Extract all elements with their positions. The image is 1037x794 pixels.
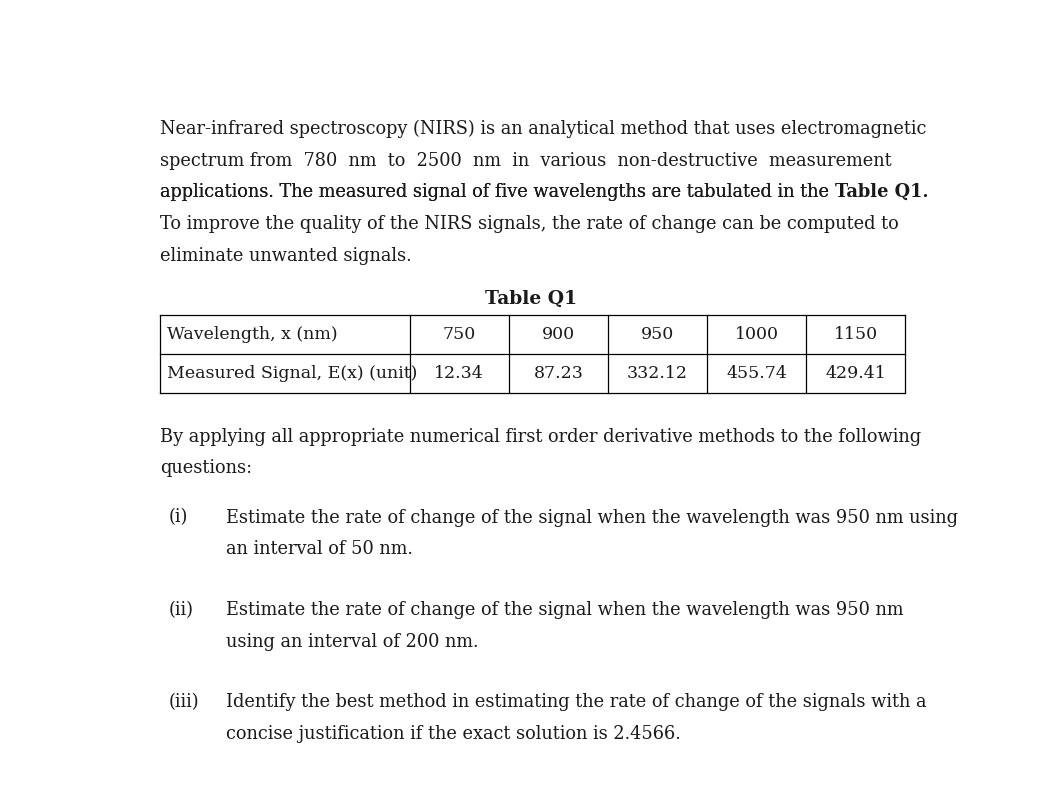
Text: 950: 950	[641, 326, 674, 343]
Text: 455.74: 455.74	[726, 364, 787, 382]
Text: Measured Signal, E(x) (unit): Measured Signal, E(x) (unit)	[167, 364, 417, 382]
Text: concise justification if the exact solution is 2.4566.: concise justification if the exact solut…	[226, 725, 681, 742]
Text: 1150: 1150	[834, 326, 877, 343]
Text: (iii): (iii)	[168, 693, 199, 711]
Text: Table Q1: Table Q1	[485, 290, 578, 308]
Text: applications. The measured signal of five wavelengths are tabulated in the: applications. The measured signal of fiv…	[160, 183, 835, 202]
Text: 332.12: 332.12	[627, 364, 688, 382]
Text: using an interval of 200 nm.: using an interval of 200 nm.	[226, 633, 478, 650]
Text: 1000: 1000	[734, 326, 779, 343]
Text: 87.23: 87.23	[533, 364, 583, 382]
Text: Near-infrared spectroscopy (NIRS) is an analytical method that uses electromagne: Near-infrared spectroscopy (NIRS) is an …	[160, 120, 926, 138]
Text: 900: 900	[541, 326, 574, 343]
Text: Wavelength, x (nm): Wavelength, x (nm)	[167, 326, 337, 343]
Text: (i): (i)	[168, 509, 188, 526]
Text: Estimate the rate of change of the signal when the wavelength was 950 nm: Estimate the rate of change of the signa…	[226, 601, 903, 619]
Text: an interval of 50 nm.: an interval of 50 nm.	[226, 541, 413, 558]
Text: To improve the quality of the NIRS signals, the rate of change can be computed t: To improve the quality of the NIRS signa…	[160, 215, 899, 233]
Text: Identify the best method in estimating the rate of change of the signals with a: Identify the best method in estimating t…	[226, 693, 927, 711]
Text: 750: 750	[443, 326, 476, 343]
Text: Table Q1.: Table Q1.	[835, 183, 928, 202]
Text: Estimate the rate of change of the signal when the wavelength was 950 nm using: Estimate the rate of change of the signa…	[226, 509, 958, 526]
Text: By applying all appropriate numerical first order derivative methods to the foll: By applying all appropriate numerical fi…	[160, 427, 921, 445]
Text: applications. The measured signal of five wavelengths are tabulated in the: applications. The measured signal of fiv…	[160, 183, 835, 202]
Text: spectrum from  780  nm  to  2500  nm  in  various  non-destructive  measurement: spectrum from 780 nm to 2500 nm in vario…	[160, 152, 892, 170]
Text: 429.41: 429.41	[825, 364, 886, 382]
Text: eliminate unwanted signals.: eliminate unwanted signals.	[160, 247, 412, 265]
Text: questions:: questions:	[160, 459, 252, 477]
Text: (ii): (ii)	[168, 601, 193, 619]
Text: 12.34: 12.34	[435, 364, 484, 382]
